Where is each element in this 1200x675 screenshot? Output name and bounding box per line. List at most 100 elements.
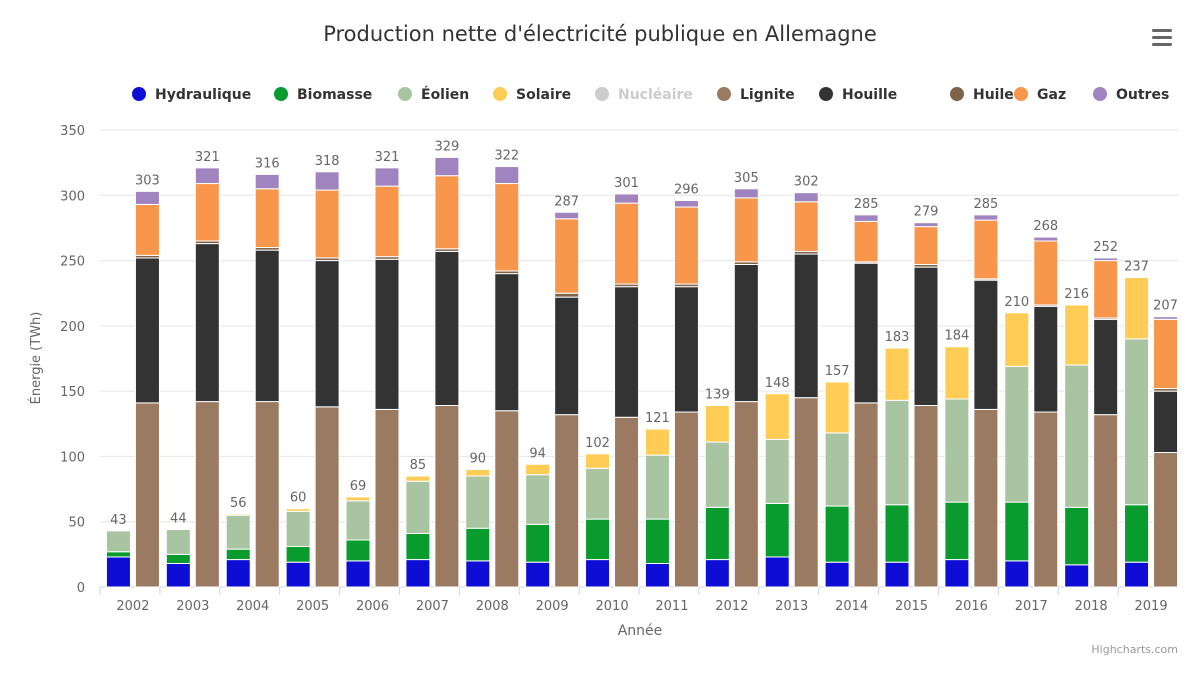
bar-outres-2012[interactable] — [733, 188, 759, 199]
bar-outres-2016[interactable] — [973, 214, 999, 221]
bar-solaire-2009[interactable] — [525, 463, 551, 476]
bar-gaz-2018[interactable] — [1093, 260, 1119, 319]
bar-biomasse-2019[interactable] — [1124, 504, 1150, 563]
bar-solaire-2007[interactable] — [405, 475, 431, 482]
bar-solaire-2013[interactable] — [764, 393, 790, 440]
bar-houille-2003[interactable] — [194, 243, 220, 403]
legend-item-nucleaire[interactable]: Nucléaire — [595, 87, 693, 103]
bar-solaire-2018[interactable] — [1064, 304, 1090, 366]
bar-biomasse-2013[interactable] — [764, 502, 790, 558]
bar-outres-2007[interactable] — [434, 156, 460, 177]
bar-lignite-2006[interactable] — [374, 408, 400, 588]
bar-hydraulique-2002[interactable] — [105, 556, 131, 588]
bar-hydraulique-2010[interactable] — [585, 559, 611, 588]
bar-houille-2004[interactable] — [254, 249, 280, 403]
bar-solaire-2017[interactable] — [1004, 312, 1030, 367]
bar-biomasse-2004[interactable] — [225, 548, 251, 561]
bar-lignite-2014[interactable] — [853, 402, 879, 588]
bar-eolien-2006[interactable] — [345, 500, 371, 541]
bar-hydraulique-2004[interactable] — [225, 559, 251, 588]
bar-biomasse-2018[interactable] — [1064, 506, 1090, 566]
bar-lignite-2005[interactable] — [314, 406, 340, 588]
bar-houille-2006[interactable] — [374, 258, 400, 410]
legend-item-houille[interactable]: Houille — [819, 87, 897, 103]
bar-lignite-2012[interactable] — [733, 401, 759, 588]
bar-eolien-2015[interactable] — [884, 399, 910, 506]
bar-solaire-2015[interactable] — [884, 347, 910, 401]
bar-biomasse-2007[interactable] — [405, 532, 431, 561]
bar-biomasse-2003[interactable] — [165, 553, 191, 564]
bar-gaz-2014[interactable] — [853, 220, 879, 263]
bar-eolien-2013[interactable] — [764, 438, 790, 504]
bar-outres-2019[interactable] — [1153, 316, 1179, 320]
hamburger-menu-icon[interactable] — [1150, 27, 1174, 47]
bar-solaire-2010[interactable] — [585, 453, 611, 469]
bar-lignite-2013[interactable] — [793, 397, 819, 588]
bar-huile-2009[interactable] — [554, 292, 580, 298]
bar-outres-2010[interactable] — [614, 193, 640, 204]
bar-houille-2009[interactable] — [554, 296, 580, 416]
bar-gaz-2019[interactable] — [1153, 318, 1179, 390]
legend-item-eolien[interactable]: Éolien — [398, 86, 469, 103]
bar-solaire-2016[interactable] — [944, 346, 970, 400]
bar-biomasse-2016[interactable] — [944, 501, 970, 561]
legend-item-lignite[interactable]: Lignite — [717, 87, 795, 103]
bar-hydraulique-2008[interactable] — [465, 560, 491, 588]
bar-houille-2008[interactable] — [494, 273, 520, 412]
bar-houille-2017[interactable] — [1033, 305, 1059, 413]
bar-lignite-2015[interactable] — [913, 405, 939, 588]
bar-outres-2005[interactable] — [314, 171, 340, 191]
bar-solaire-2006[interactable] — [345, 496, 371, 502]
bar-outres-2015[interactable] — [913, 222, 939, 228]
bar-gaz-2012[interactable] — [733, 197, 759, 263]
bar-hydraulique-2016[interactable] — [944, 559, 970, 588]
bar-gaz-2006[interactable] — [374, 185, 400, 258]
bar-gaz-2007[interactable] — [434, 175, 460, 250]
bar-gaz-2003[interactable] — [194, 183, 220, 242]
bar-biomasse-2012[interactable] — [704, 506, 730, 561]
bar-hydraulique-2005[interactable] — [285, 561, 311, 588]
bar-biomasse-2010[interactable] — [585, 518, 611, 561]
legend-item-gaz[interactable]: Gaz — [1014, 87, 1066, 103]
bar-solaire-2012[interactable] — [704, 405, 730, 443]
bar-solaire-2005[interactable] — [285, 508, 311, 512]
bar-lignite-2011[interactable] — [673, 411, 699, 588]
bar-houille-2011[interactable] — [673, 286, 699, 413]
bar-eolien-2016[interactable] — [944, 398, 970, 503]
bar-gaz-2015[interactable] — [913, 226, 939, 265]
bar-outres-2014[interactable] — [853, 214, 879, 222]
bar-gaz-2017[interactable] — [1033, 240, 1059, 306]
bar-eolien-2010[interactable] — [585, 467, 611, 520]
bar-hydraulique-2014[interactable] — [824, 561, 850, 588]
bar-solaire-2019[interactable] — [1124, 277, 1150, 340]
bar-eolien-2011[interactable] — [644, 454, 670, 520]
bar-houille-2005[interactable] — [314, 260, 340, 408]
bar-houille-2016[interactable] — [973, 279, 999, 410]
bar-biomasse-2009[interactable] — [525, 523, 551, 563]
bar-biomasse-2011[interactable] — [644, 518, 670, 564]
bar-gaz-2004[interactable] — [254, 188, 280, 249]
legend-item-solaire[interactable]: Solaire — [493, 87, 571, 103]
bar-lignite-2002[interactable] — [134, 402, 160, 588]
bar-lignite-2007[interactable] — [434, 405, 460, 588]
bar-eolien-2009[interactable] — [525, 474, 551, 525]
bar-eolien-2007[interactable] — [405, 480, 431, 534]
bar-lignite-2004[interactable] — [254, 401, 280, 588]
bar-outres-2006[interactable] — [374, 167, 400, 187]
bar-eolien-2017[interactable] — [1004, 365, 1030, 503]
bar-solaire-2011[interactable] — [644, 428, 670, 456]
bar-lignite-2003[interactable] — [194, 401, 220, 588]
bar-lignite-2008[interactable] — [494, 410, 520, 588]
bar-houille-2014[interactable] — [853, 262, 879, 404]
bar-biomasse-2008[interactable] — [465, 527, 491, 562]
bar-hydraulique-2015[interactable] — [884, 561, 910, 588]
bar-gaz-2011[interactable] — [673, 206, 699, 285]
bar-houille-2018[interactable] — [1093, 318, 1119, 416]
bar-biomasse-2017[interactable] — [1004, 501, 1030, 562]
bar-eolien-2003[interactable] — [165, 529, 191, 555]
bar-gaz-2016[interactable] — [973, 219, 999, 280]
bar-hydraulique-2017[interactable] — [1004, 560, 1030, 588]
bar-houille-2012[interactable] — [733, 263, 759, 403]
bar-eolien-2002[interactable] — [105, 530, 131, 553]
bar-lignite-2018[interactable] — [1093, 414, 1119, 588]
